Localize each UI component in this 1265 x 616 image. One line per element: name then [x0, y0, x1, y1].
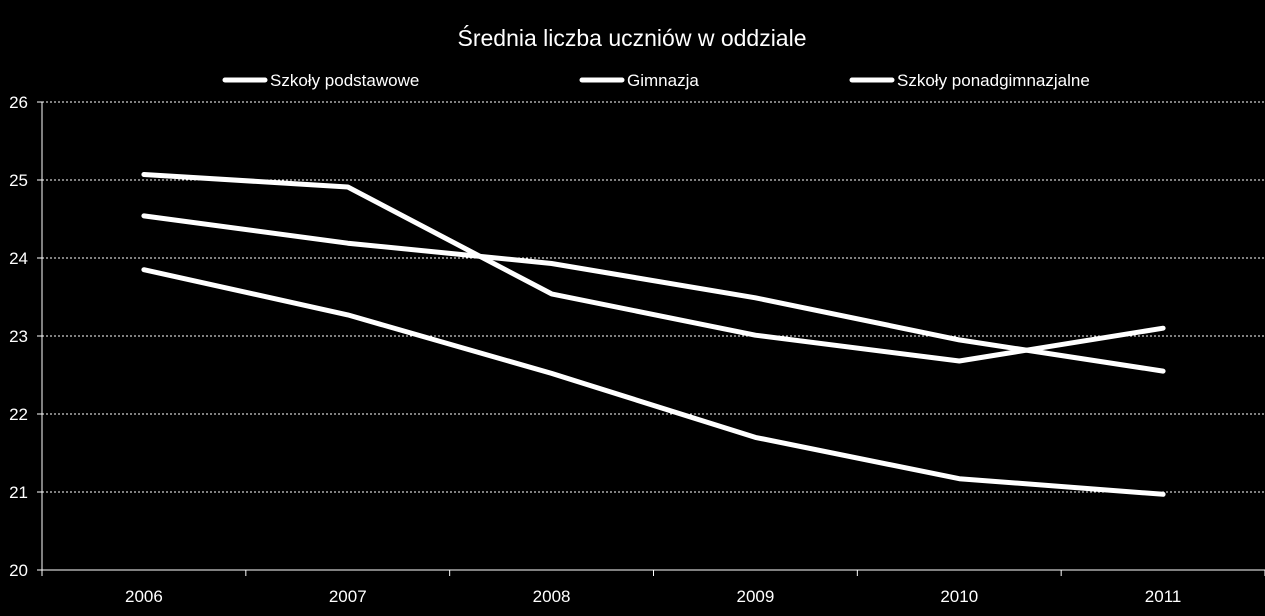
- y-tick-label-24: 24: [9, 249, 28, 268]
- axes: [37, 101, 1265, 576]
- series-line-3: [141, 213, 1166, 374]
- x-tick-label-2010: 2010: [940, 587, 978, 606]
- series-line-2: [141, 172, 1166, 364]
- x-axis-tick-labels: 2006 2007 2008 2009 2010 2011: [125, 587, 1181, 606]
- x-tick-label-2007: 2007: [329, 587, 367, 606]
- series-line-1: [141, 267, 1166, 497]
- x-tick-label-2011: 2011: [1145, 587, 1182, 606]
- x-tick-label-2008: 2008: [533, 587, 571, 606]
- legend-label-1: Szkoły podstawowe: [270, 71, 419, 90]
- legend-label-2: Gimnazja: [627, 71, 699, 90]
- y-axis-tick-labels: 20 21 22 23 24 25 26: [9, 93, 28, 580]
- x-tick-label-2009: 2009: [737, 587, 775, 606]
- legend-label-3: Szkoły ponadgimnazjalne: [897, 71, 1090, 90]
- y-tick-label-22: 22: [9, 405, 28, 424]
- y-tick-label-26: 26: [9, 93, 28, 112]
- chart-title: Średnia liczba uczniów w oddziale: [457, 24, 806, 51]
- y-tick-label-20: 20: [9, 561, 28, 580]
- x-tick-label-2006: 2006: [125, 587, 163, 606]
- series-lines: [141, 172, 1166, 497]
- y-tick-label-21: 21: [9, 483, 28, 502]
- y-tick-label-25: 25: [9, 171, 28, 190]
- y-tick-label-23: 23: [9, 327, 28, 346]
- legend: Szkoły podstawowe Gimnazja Szkoły ponadgim…: [222, 71, 1090, 90]
